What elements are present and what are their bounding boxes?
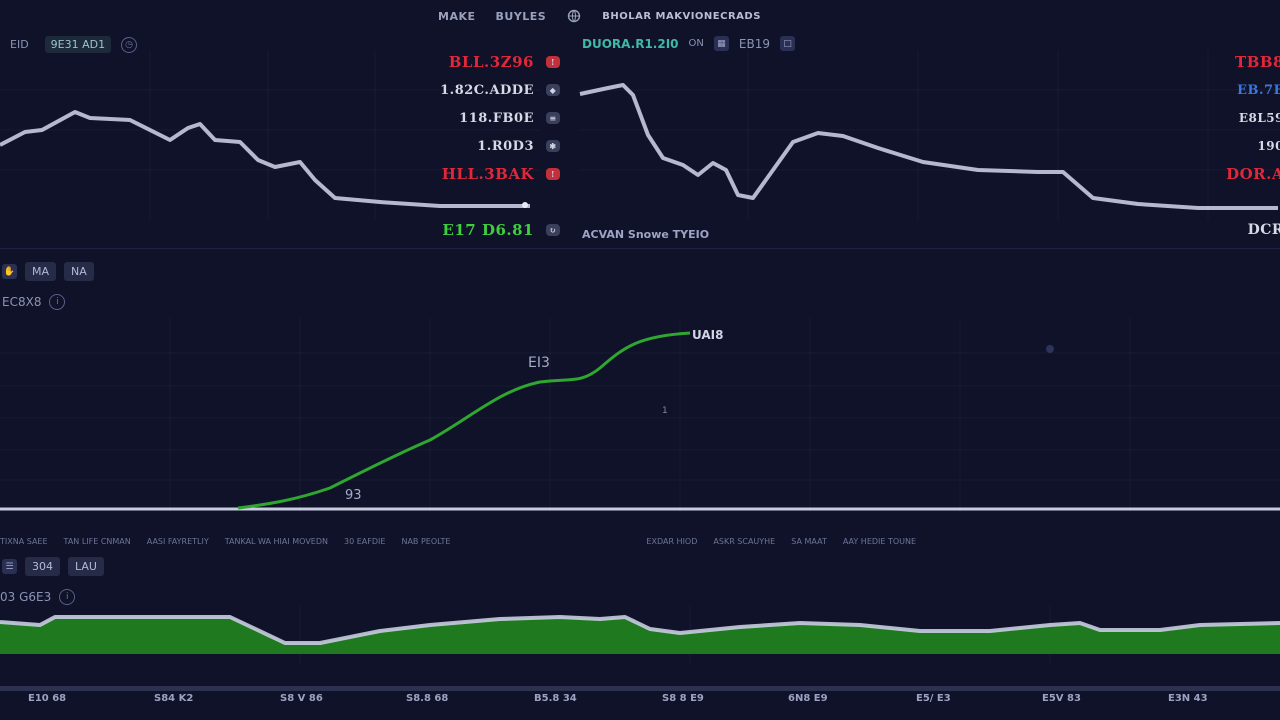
- list-icon[interactable]: ☰: [2, 559, 17, 574]
- chart-middle: [0, 318, 1280, 513]
- chart-bottom: [0, 605, 1280, 665]
- toolbar-lau-button[interactable]: LAU: [68, 557, 104, 576]
- x-axis: E10 68 S84 K2 S8 V 86 S8.8 68 B5.8 34 S8…: [28, 693, 1208, 704]
- divider: [0, 248, 1280, 249]
- clock-icon[interactable]: ◷: [121, 36, 138, 53]
- chart-right: [578, 50, 1280, 220]
- tab-eid[interactable]: EID: [10, 38, 29, 51]
- info-icon[interactable]: i: [49, 294, 66, 310]
- panel-left-header: EID 9E31 AD1 ◷: [4, 36, 138, 53]
- price-list-left: BLL.3Z96 ! 1.82C.ADDE ◆ 118.FB0E ≡ 1.R0D…: [440, 48, 560, 244]
- annotation-end: UAI8: [692, 328, 724, 342]
- info-icon[interactable]: i: [59, 589, 76, 605]
- price-row: BLL.3Z96 !: [449, 48, 560, 76]
- middle-label-row: EC8X8 i: [2, 294, 66, 310]
- toolbar-ma-button[interactable]: MA: [25, 262, 57, 281]
- brand-title: BHOLAR MAKVIONECRADS: [602, 10, 761, 22]
- toolbar-na-button[interactable]: NA: [64, 262, 94, 281]
- chat-icon[interactable]: ≡: [546, 112, 560, 124]
- chart-left: [0, 50, 540, 220]
- annotation-start: 93: [345, 488, 362, 503]
- panel-right-header: DUORA.R1.2I0 ON ▦ EB19 □: [582, 36, 795, 51]
- panel-right-code: EB19: [738, 36, 770, 51]
- price-list-right: TBB8 EB.7E E8L59 190 DOR.A DCR: [1226, 53, 1280, 238]
- panel-middle: ✋ MA NA EC8X8 i 93 EI3 UAI8 1: [0, 258, 1280, 533]
- nav-item-make[interactable]: MAKE: [438, 9, 476, 23]
- price-row: HLL.3BAK !: [442, 160, 560, 188]
- nav-item-buyles[interactable]: BUYLES: [495, 9, 547, 23]
- panel-right-title: DUORA.R1.2I0: [582, 36, 679, 51]
- alert-icon[interactable]: !: [546, 56, 560, 68]
- price-row: 118.FB0E ≡: [459, 104, 560, 132]
- settings-icon[interactable]: ✱: [546, 140, 560, 152]
- globe-icon[interactable]: [566, 8, 582, 24]
- annotation-mid: EI3: [528, 355, 550, 371]
- price-row: 1.R0D3 ✱: [477, 132, 560, 160]
- middle-toolbar: ✋ MA NA: [2, 262, 94, 281]
- annotation-marker: 1: [662, 406, 668, 416]
- bottom-label: 03 G6E3: [0, 590, 52, 604]
- price-row: E17 D6.81 ↻: [442, 216, 560, 244]
- x-axis-bar: [0, 686, 1280, 691]
- alert-icon[interactable]: !: [546, 168, 560, 180]
- bottom-label-row: 03 G6E3 i: [0, 589, 76, 605]
- on-badge[interactable]: ON: [688, 38, 704, 49]
- price-row: 1.82C.ADDE ◆: [440, 76, 560, 104]
- tab-ad1[interactable]: 9E31 AD1: [44, 36, 112, 53]
- panel-bottom: ☰ 304 LAU 03 G6E3 i: [0, 555, 1280, 690]
- toolbar-304-button[interactable]: 304: [25, 557, 60, 576]
- grid-icon[interactable]: ▦: [713, 36, 729, 51]
- panel-left: EID 9E31 AD1 ◷ BLL.3Z96 ! 1.82C.ADDE ◆ 1…: [0, 30, 570, 250]
- refresh-icon[interactable]: ↻: [546, 224, 560, 236]
- panel-right: DUORA.R1.2I0 ON ▦ EB19 □ ACVAN Snowe TYE…: [578, 30, 1280, 250]
- panel-right-footer-label: ACVAN Snowe TYEIO: [582, 228, 710, 241]
- ticker-strip: TIXNA SAEE TAN LIFE CNMAN AASI FAYRETLIY…: [0, 537, 917, 546]
- hand-icon[interactable]: ✋: [2, 264, 17, 279]
- middle-label: EC8X8: [2, 295, 42, 309]
- top-nav: MAKE BUYLES BHOLAR MAKVIONECRADS: [438, 8, 761, 24]
- square-icon[interactable]: □: [779, 36, 795, 51]
- bottom-toolbar: ☰ 304 LAU: [2, 557, 104, 576]
- tag-icon[interactable]: ◆: [546, 84, 560, 96]
